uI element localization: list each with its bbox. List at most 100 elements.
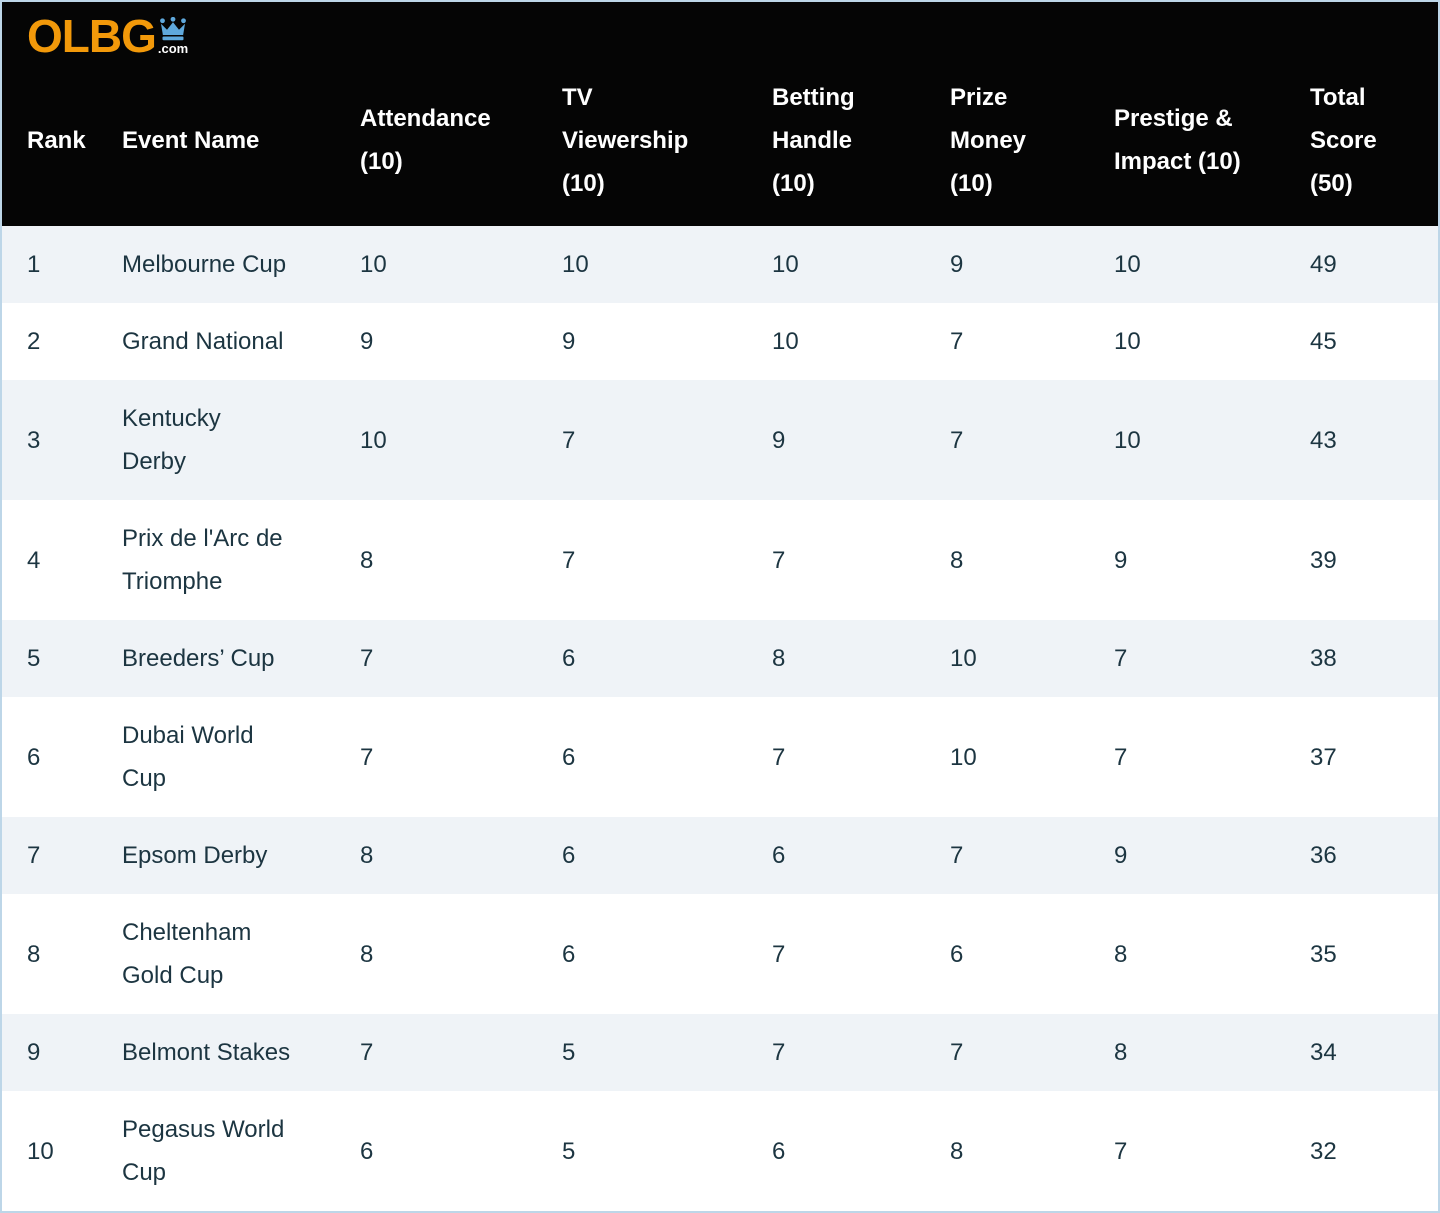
- cell-event: Pegasus World Cup: [122, 1116, 285, 1186]
- cell-tv-viewership: 7: [562, 426, 576, 454]
- cell-prize-money: 6: [950, 940, 964, 968]
- cell-attendance: 9: [360, 328, 374, 355]
- cell-total-score: 43: [1310, 426, 1337, 454]
- cell-prestige-impact: 7: [1114, 1137, 1128, 1165]
- cell-tv-viewership: 6: [562, 940, 576, 968]
- cell-total-score: 38: [1310, 645, 1337, 672]
- cell-attendance: 7: [360, 1039, 374, 1066]
- cell-attendance: 10: [360, 426, 387, 454]
- cell-prize-money: 7: [950, 426, 964, 454]
- column-header-tv-viewership: TV Viewership (10): [537, 62, 747, 226]
- olbg-logo-com: .com: [157, 41, 189, 56]
- cell-betting-handle: 9: [772, 426, 786, 454]
- cell-tv-viewership: 6: [562, 743, 576, 771]
- cell-prize-money: 9: [950, 251, 964, 278]
- cell-event: Epsom Derby: [122, 842, 268, 869]
- cell-total-score: 34: [1310, 1039, 1337, 1066]
- cell-event: Melbourne Cup: [122, 251, 287, 278]
- cell-event: Dubai World Cup: [122, 722, 254, 792]
- brand-bar: OLBG .com: [2, 2, 1438, 62]
- column-header-attendance: Attendance (10): [335, 62, 537, 226]
- cell-prize-money: 7: [950, 1039, 964, 1066]
- cell-tv-viewership: 6: [562, 645, 576, 672]
- cell-betting-handle: 7: [772, 940, 786, 968]
- cell-prize-money: 8: [950, 546, 964, 574]
- cell-prize-money: 10: [950, 645, 977, 672]
- cell-rank: 8: [27, 940, 41, 968]
- table-row: 2 Grand National 9 9 10 7 10 45: [2, 303, 1438, 380]
- cell-prize-money: 7: [950, 842, 964, 869]
- table-row: 9 Belmont Stakes 7 5 7 7 8 34: [2, 1014, 1438, 1091]
- cell-prestige-impact: 10: [1114, 426, 1141, 454]
- cell-total-score: 36: [1310, 842, 1337, 869]
- cell-tv-viewership: 9: [562, 328, 576, 355]
- cell-prestige-impact: 9: [1114, 842, 1128, 869]
- cell-total-score: 32: [1310, 1137, 1337, 1165]
- cell-total-score: 49: [1310, 251, 1337, 278]
- cell-attendance: 8: [360, 940, 374, 968]
- cell-betting-handle: 7: [772, 743, 786, 771]
- cell-attendance: 7: [360, 645, 374, 672]
- cell-rank: 3: [27, 426, 41, 454]
- cell-total-score: 45: [1310, 328, 1337, 355]
- column-header-event-name: Event Name: [97, 62, 335, 226]
- column-header-prize-money: Prize Money (10): [925, 62, 1089, 226]
- cell-rank: 10: [27, 1137, 54, 1165]
- cell-rank: 7: [27, 842, 41, 869]
- column-header-total-score: Total Score (50): [1285, 62, 1438, 226]
- olbg-logo-text: OLBG: [27, 10, 157, 62]
- cell-betting-handle: 10: [772, 251, 799, 278]
- cell-rank: 1: [27, 251, 41, 278]
- cell-rank: 2: [27, 328, 41, 355]
- cell-prestige-impact: 7: [1114, 645, 1128, 672]
- cell-rank: 4: [27, 546, 41, 574]
- table-row: 3 Kentucky Derby 10 7 9 7 10 43: [2, 380, 1438, 500]
- cell-rank: 6: [27, 743, 41, 771]
- table-row: 4 Prix de l'Arc de Triomphe 8 7 7 8 9 39: [2, 500, 1438, 620]
- olbg-logo[interactable]: OLBG .com: [27, 10, 189, 62]
- cell-prize-money: 7: [950, 328, 964, 355]
- table-row: 1 Melbourne Cup 10 10 10 9 10 49: [2, 226, 1438, 303]
- cell-attendance: 7: [360, 743, 374, 771]
- cell-tv-viewership: 5: [562, 1137, 576, 1165]
- cell-prize-money: 8: [950, 1137, 964, 1165]
- cell-event: Kentucky Derby: [122, 405, 221, 475]
- cell-tv-viewership: 6: [562, 842, 576, 869]
- cell-betting-handle: 10: [772, 328, 799, 355]
- cell-event: Belmont Stakes: [122, 1039, 291, 1066]
- cell-tv-viewership: 5: [562, 1039, 576, 1066]
- cell-betting-handle: 6: [772, 842, 786, 869]
- cell-tv-viewership: 10: [562, 251, 589, 278]
- cell-prestige-impact: 7: [1114, 743, 1128, 771]
- cell-betting-handle: 8: [772, 645, 786, 672]
- crown-icon: [160, 17, 186, 41]
- cell-event: Prix de l'Arc de Triomphe: [122, 525, 283, 595]
- cell-event: Cheltenham Gold Cup: [122, 919, 252, 989]
- cell-prize-money: 10: [950, 743, 977, 771]
- table-row: 7 Epsom Derby 8 6 6 7 9 36: [2, 817, 1438, 894]
- table-row: 10 Pegasus World Cup 6 5 6 8 7 32: [2, 1091, 1438, 1211]
- cell-total-score: 35: [1310, 940, 1337, 968]
- cell-betting-handle: 6: [772, 1137, 786, 1165]
- cell-attendance: 10: [360, 251, 387, 278]
- cell-attendance: 8: [360, 546, 374, 574]
- cell-event: Grand National: [122, 328, 284, 355]
- table-body: 1 Melbourne Cup 10 10 10 9 10 49 2 Grand National…: [2, 226, 1438, 1211]
- cell-event: Breeders’ Cup: [122, 645, 275, 672]
- cell-total-score: 37: [1310, 743, 1337, 771]
- table-row: 8 Cheltenham Gold Cup 8 6 7 6 8 35: [2, 894, 1438, 1014]
- cell-total-score: 39: [1310, 546, 1337, 574]
- cell-attendance: 8: [360, 842, 374, 869]
- column-header-betting-handle: Betting Handle (10): [747, 62, 925, 226]
- column-header-prestige-impact: Prestige & Impact (10): [1089, 62, 1285, 226]
- cell-prestige-impact: 10: [1114, 328, 1141, 355]
- cell-tv-viewership: 7: [562, 546, 576, 574]
- cell-prestige-impact: 10: [1114, 251, 1141, 278]
- cell-prestige-impact: 9: [1114, 546, 1128, 574]
- table-header-row: Rank Event Name Attendance (10) TV Viewe…: [2, 62, 1438, 226]
- cell-rank: 9: [27, 1039, 41, 1066]
- cell-rank: 5: [27, 645, 41, 672]
- cell-prestige-impact: 8: [1114, 940, 1128, 968]
